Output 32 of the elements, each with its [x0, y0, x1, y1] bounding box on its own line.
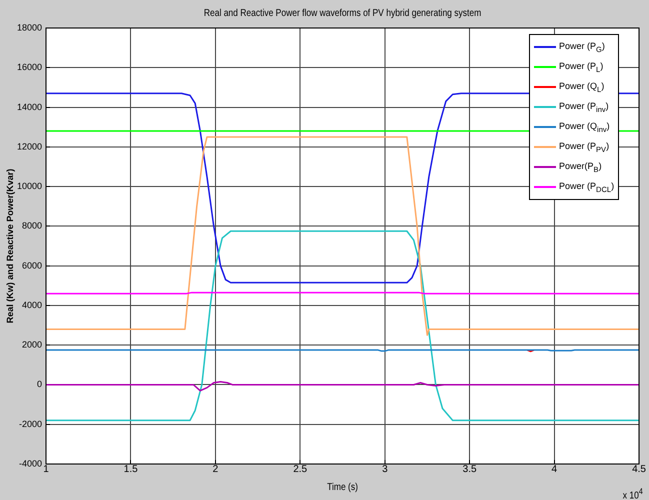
x-tick-label: 1.5: [124, 464, 138, 475]
y-tick-label: -4000: [18, 458, 42, 468]
y-tick-label: 16000: [16, 62, 42, 72]
chart-title: Real and Reactive Power flow waveforms of PV hybrid generating system: [202, 8, 482, 19]
text: x 10$^{4}$: [623, 486, 644, 500]
x-tick-label: 3.5: [462, 464, 477, 475]
y-tick-label: 14000: [16, 102, 42, 112]
x-tick-label: 2.5: [293, 464, 308, 475]
y-tick-label: -2000: [18, 418, 42, 429]
legend-label: Power (Q$_{inv}$): [559, 120, 610, 134]
legend-label: Power (P$_{L}$): [559, 60, 604, 74]
x-tick-label: 4: [552, 464, 558, 475]
y-tick-label: 4000: [22, 300, 42, 310]
x-axis-title: Time (s): [326, 482, 359, 493]
legend-label: Power (P$_{G}$): [559, 40, 605, 54]
y-axis-title: Real (Kw) and Reactive Power(Kvar): [5, 168, 15, 324]
y-tick-label: 6000: [22, 260, 42, 270]
x-tick-label: 2: [212, 464, 219, 475]
legend-label: Power (Q$_{L}$): [559, 80, 604, 94]
y-tick-label: 18000: [16, 22, 42, 32]
y-tick-label: 8000: [22, 220, 42, 231]
legend-label: Power (P$_{DCL}$): [559, 180, 614, 194]
y-tick-label: 2000: [22, 340, 42, 350]
x-tick-label: 3: [382, 464, 388, 475]
x-tick-label: 4.5: [632, 464, 646, 475]
y-tick-label: 12000: [16, 141, 42, 152]
y-tick-label: 10000: [16, 181, 42, 192]
legend-label: Power (P$_{PV}$): [559, 140, 610, 154]
y-tick-label: 0: [36, 379, 42, 390]
legend-label: Power (P$_{inv}$): [559, 100, 609, 114]
legend-label: Power(P$_{B}$): [559, 160, 602, 174]
x-tick-label: 1: [43, 464, 50, 475]
